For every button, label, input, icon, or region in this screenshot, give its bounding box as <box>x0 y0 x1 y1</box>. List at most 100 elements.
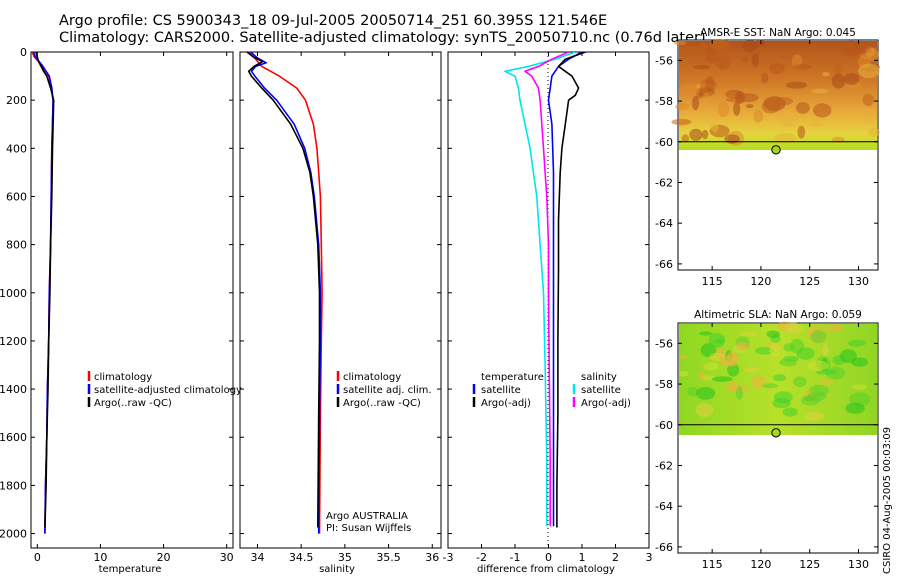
pi-annotation: PI: Susan Wijffels <box>326 523 411 534</box>
y-tick-label: 2000 <box>0 528 27 541</box>
map-x-tick-label: 125 <box>799 275 820 288</box>
heatmap-cell <box>671 118 692 126</box>
difference-legend-title-right: salinity <box>581 372 617 383</box>
temperature-axis-label: temperature <box>99 564 162 575</box>
map-y-tick-label: -58 <box>655 378 673 391</box>
heatmap-cell <box>755 346 774 355</box>
heatmap-cell <box>796 347 815 360</box>
heatmap-cell <box>769 342 780 358</box>
heatmap-cell <box>761 99 780 114</box>
heatmap-cell <box>851 384 867 390</box>
x-tick-label: 34.5 <box>289 551 314 564</box>
difference-salinity-legend-entry: Argo(-adj) <box>581 398 631 409</box>
heatmap-cell <box>783 343 795 352</box>
heatmap-cell <box>710 122 719 133</box>
heatmap-cell <box>786 81 808 89</box>
sst-heatmap-texture <box>671 39 880 146</box>
temperature-legend-entry: satellite-adjusted climatology <box>94 385 242 396</box>
heatmap-cell <box>784 322 803 334</box>
x-tick-label: 34 <box>250 551 264 564</box>
heatmap-cell <box>797 125 806 139</box>
x-tick-label: 30 <box>220 551 234 564</box>
heatmap-cell <box>689 128 703 141</box>
heatmap-cell <box>705 48 718 64</box>
heatmap-cell <box>678 371 689 377</box>
heatmap-cell <box>761 72 769 84</box>
map-y-tick-label: -60 <box>655 136 673 149</box>
heatmap-cell <box>810 115 823 128</box>
series-line-salinity-satellite <box>504 52 576 527</box>
heatmap-cell <box>717 101 730 118</box>
y-tick-label: 1600 <box>0 431 27 444</box>
argo-float-marker <box>771 145 781 155</box>
argo-float-marker <box>771 428 781 438</box>
heatmap-cell <box>691 95 700 111</box>
x-tick-label: -3 <box>443 551 454 564</box>
heatmap-cell <box>705 76 715 92</box>
heatmap-cell <box>753 109 763 123</box>
heatmap-cell <box>818 380 833 385</box>
x-tick-label: 20 <box>157 551 171 564</box>
heatmap-cell <box>743 367 760 372</box>
heatmap-cell <box>751 375 766 389</box>
temperature-legend-entry: Argo(..raw -QC) <box>94 398 172 409</box>
heatmap-cell <box>687 386 699 397</box>
heatmap-cell <box>839 349 857 363</box>
heatmap-cell <box>810 88 829 94</box>
heatmap-cell <box>696 386 716 400</box>
heatmap-cell <box>701 129 709 140</box>
heatmap-cell <box>810 330 827 344</box>
temperature-plot-frame <box>30 51 234 549</box>
heatmap-cell <box>822 344 829 357</box>
heatmap-cell <box>698 370 705 380</box>
heatmap-cell <box>793 376 807 388</box>
heatmap-cell <box>778 112 797 128</box>
heatmap-cell <box>711 376 733 382</box>
y-tick-label: 1000 <box>0 287 27 300</box>
y-tick-label: 800 <box>6 239 27 252</box>
temperature-legend-entry: climatology <box>94 372 152 383</box>
heatmap-cell <box>733 101 741 116</box>
series-line-argo-raw-qc- <box>246 52 321 528</box>
y-tick-label: 1800 <box>0 479 27 492</box>
salinity-legend-entry: satellite adj. clim. <box>343 385 432 396</box>
map-y-tick-label: -66 <box>655 258 673 271</box>
y-tick-label: 1200 <box>0 335 27 348</box>
difference-legend-title-left: temperature <box>481 372 544 383</box>
map-x-tick-label: 120 <box>750 275 771 288</box>
heatmap-cell <box>725 97 747 102</box>
y-tick-label: 600 <box>6 190 27 203</box>
map-x-tick-label: 115 <box>702 275 723 288</box>
map-y-tick-label: -64 <box>655 500 673 513</box>
heatmap-cell <box>772 374 787 382</box>
heatmap-cell <box>683 46 704 54</box>
map-y-tick-label: -62 <box>655 459 673 472</box>
heatmap-cell <box>779 358 797 367</box>
heatmap-cell <box>831 73 846 89</box>
map-y-tick-label: -60 <box>655 419 673 432</box>
heatmap-cell <box>832 136 845 143</box>
heatmap-cell <box>833 62 843 77</box>
heatmap-cell <box>793 63 813 70</box>
heatmap-cell <box>708 332 726 348</box>
heatmap-cell <box>742 40 758 52</box>
heatmap-cell <box>782 407 798 417</box>
map-x-tick-label: 130 <box>848 558 869 571</box>
heatmap-cell <box>681 134 689 143</box>
credit-footer: CSIRO 04-Aug-2005 00:03:09 <box>882 427 893 574</box>
heatmap-cell <box>693 64 711 70</box>
heatmap-cell <box>725 381 739 392</box>
heatmap-cell <box>868 127 880 137</box>
series-line-climatology <box>248 52 323 534</box>
heatmap-cell <box>774 97 794 106</box>
heatmap-cell <box>761 383 779 389</box>
heatmap-cell <box>715 55 731 70</box>
heatmap-cell <box>774 133 797 143</box>
heatmap-cell <box>718 355 739 367</box>
heatmap-cell <box>866 47 879 62</box>
heatmap-cell <box>843 72 860 85</box>
heatmap-cell <box>709 39 729 50</box>
heatmap-cell <box>684 86 701 96</box>
heatmap-cell <box>773 391 793 404</box>
heatmap-cell <box>695 403 714 417</box>
